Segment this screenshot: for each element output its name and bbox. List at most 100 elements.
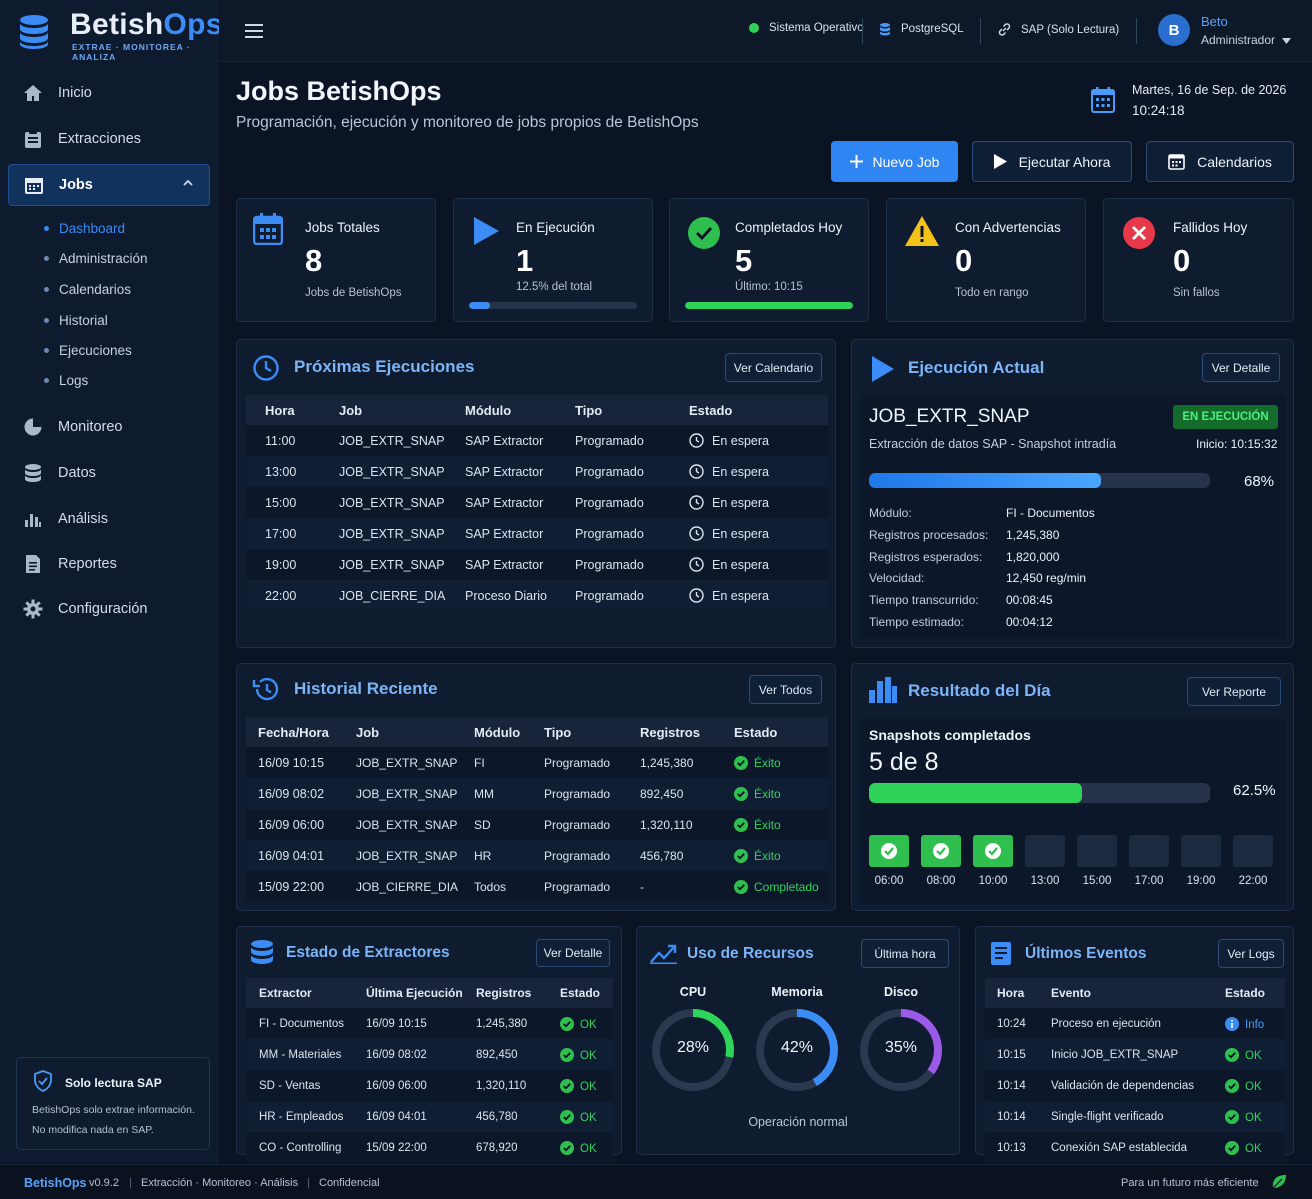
table-row[interactable]: 10:13 Conexión SAP establecida OK: [985, 1132, 1285, 1163]
table-row[interactable]: 16/09 10:15 JOB_EXTR_SNAP FI Programado …: [246, 747, 828, 778]
cell-job: JOB_EXTR_SNAP: [356, 809, 474, 840]
sidebar-item-analisis[interactable]: Análisis: [8, 498, 210, 540]
table-row[interactable]: 22:00 JOB_CIERRE_DIA Proceso Diario Prog…: [246, 580, 828, 611]
sidebar-sub-calendarios[interactable]: Calendarios: [44, 282, 131, 297]
list-icon: [991, 942, 1011, 965]
cell-module: HR: [474, 840, 544, 871]
table-row[interactable]: 15/09 22:00 JOB_CIERRE_DIA Todos Program…: [246, 871, 828, 902]
cell-status: OK: [560, 1070, 613, 1101]
table-row[interactable]: 13:00 JOB_EXTR_SNAP SAP Extractor Progra…: [246, 456, 828, 487]
sidebar-item-inicio[interactable]: Inicio: [8, 72, 210, 114]
table-row[interactable]: 10:15 Inicio JOB_EXTR_SNAP OK: [985, 1039, 1285, 1070]
menu-icon[interactable]: [245, 23, 263, 39]
sidebar-item-reportes[interactable]: Reportes: [8, 543, 210, 585]
run-now-button[interactable]: Ejecutar Ahora: [972, 141, 1132, 182]
cell-status: Éxito: [734, 840, 828, 871]
cell-extractor: FI - Documentos: [246, 1008, 366, 1039]
sidebar-item-datos[interactable]: Datos: [8, 452, 210, 494]
table-row[interactable]: 11:00 JOB_EXTR_SNAP SAP Extractor Progra…: [246, 425, 828, 456]
table-row[interactable]: SD - Ventas 16/09 06:00 1,320,110 OK: [246, 1070, 613, 1101]
user-role[interactable]: Administrador: [1201, 33, 1276, 47]
view-detail-button[interactable]: Ver Detalle: [536, 939, 610, 967]
cell-type: Programado: [544, 747, 640, 778]
table-row[interactable]: 15:00 JOB_EXTR_SNAP SAP Extractor Progra…: [246, 487, 828, 518]
avatar[interactable]: B: [1158, 14, 1190, 46]
table-row[interactable]: 17:00 JOB_EXTR_SNAP SAP Extractor Progra…: [246, 518, 828, 549]
view-calendar-button[interactable]: Ver Calendario: [725, 353, 822, 382]
cell-last-run: 16/09 04:01: [366, 1101, 476, 1132]
cell-status: Éxito: [734, 747, 828, 778]
new-job-button[interactable]: Nuevo Job: [831, 141, 958, 182]
stat-title: En Ejecución: [516, 220, 595, 235]
cell-status: OK: [1225, 1101, 1285, 1132]
table-row[interactable]: HR - Empleados 16/09 04:01 456,780 OK: [246, 1101, 613, 1132]
cell-event: Inicio JOB_EXTR_SNAP: [1051, 1039, 1225, 1070]
events-panel: Últimos Eventos Ver Logs Hora Evento Est…: [975, 926, 1294, 1163]
sidebar-sub-administracion[interactable]: Administración: [44, 251, 148, 266]
cell-type: Programado: [575, 456, 689, 487]
stat-card-total: Jobs Totales 8 Jobs de BetishOps: [236, 198, 436, 322]
sidebar-item-extracciones[interactable]: Extracciones: [8, 118, 210, 160]
completed-progress-bar: [685, 302, 853, 309]
footer: BetishOps v0.9.2 | Extracción · Monitore…: [0, 1164, 1312, 1199]
chevron-up-icon: [183, 178, 193, 188]
cell-module: SAP Extractor: [465, 487, 575, 518]
sidebar-item-configuracion[interactable]: Configuración: [8, 588, 210, 630]
readonly-text: BetishOps solo extrae información.: [32, 1104, 195, 1116]
sidebar-item-label: Extracciones: [58, 131, 142, 147]
detail-label: Tiempo transcurrido:: [869, 593, 979, 608]
view-report-button[interactable]: Ver Reporte: [1187, 677, 1281, 706]
cell-status: OK: [1225, 1070, 1285, 1101]
cell-records: 1,320,110: [640, 809, 734, 840]
table-row[interactable]: 19:00 JOB_EXTR_SNAP SAP Extractor Progra…: [246, 549, 828, 580]
readonly-title: Solo lectura SAP: [65, 1076, 162, 1090]
cell-extractor: SD - Ventas: [246, 1070, 366, 1101]
cell-module: Proceso Diario: [465, 580, 575, 611]
page-title: Jobs BetishOps: [236, 76, 442, 106]
cell-module: SAP Extractor: [465, 456, 575, 487]
table-row[interactable]: 10:14 Single-flight verificado OK: [985, 1101, 1285, 1132]
sidebar: BetishOps EXTRAE · MONITOREA · ANALIZA I…: [0, 0, 222, 1163]
table-row[interactable]: CO - Controlling 15/09 22:00 678,920 OK: [246, 1132, 613, 1163]
user-name[interactable]: Beto: [1201, 14, 1228, 29]
footer-motto: Para un futuro más eficiente: [1121, 1177, 1259, 1189]
current-progress-label: 68%: [1244, 473, 1275, 490]
detail-value: 12,450 reg/min: [1006, 571, 1087, 586]
sidebar-sub-ejecuciones[interactable]: Ejecuciones: [44, 343, 132, 358]
cell-type: Programado: [544, 840, 640, 871]
sidebar-sub-dashboard[interactable]: Dashboard: [44, 221, 125, 236]
result-progress-bar: [869, 783, 1210, 803]
home-icon: [22, 82, 44, 104]
sidebar-sub-logs[interactable]: Logs: [44, 373, 88, 388]
stat-value: 0: [1173, 243, 1191, 278]
table-row[interactable]: 10:24 Proceso en ejecución Info: [985, 1008, 1285, 1039]
sidebar-sub-historial[interactable]: Historial: [44, 313, 108, 328]
table-row[interactable]: 10:14 Validación de dependencias OK: [985, 1070, 1285, 1101]
leaf-icon: [1271, 1174, 1287, 1190]
calendar-icon: [1091, 87, 1115, 113]
slot-time: 17:00: [1134, 875, 1164, 887]
slot-pending: [1077, 835, 1117, 867]
app-logo[interactable]: BetishOps: [70, 8, 223, 41]
sidebar-item-monitoreo[interactable]: Monitoreo: [8, 406, 210, 448]
view-all-button[interactable]: Ver Todos: [749, 675, 822, 704]
last-hour-button[interactable]: Última hora: [861, 939, 949, 968]
table-row[interactable]: 16/09 06:00 JOB_EXTR_SNAP SD Programado …: [246, 809, 828, 840]
gear-icon: [22, 598, 44, 620]
sidebar-item-jobs[interactable]: Jobs: [8, 164, 210, 206]
table-row[interactable]: 16/09 04:01 JOB_EXTR_SNAP HR Programado …: [246, 840, 828, 871]
calendars-button[interactable]: Calendarios: [1146, 141, 1294, 182]
cell-records: 892,450: [476, 1039, 560, 1070]
chevron-down-icon[interactable]: [1282, 38, 1291, 44]
cell-status: En espera: [689, 456, 828, 487]
view-detail-button[interactable]: Ver Detalle: [1202, 353, 1280, 382]
cell-extractor: HR - Empleados: [246, 1101, 366, 1132]
view-logs-button[interactable]: Ver Logs: [1218, 939, 1284, 968]
table-row[interactable]: MM - Materiales 16/09 08:02 892,450 OK: [246, 1039, 613, 1070]
table-row[interactable]: 16/09 08:02 JOB_EXTR_SNAP MM Programado …: [246, 778, 828, 809]
detail-value: 1,245,380: [1006, 527, 1060, 542]
table-row[interactable]: FI - Documentos 16/09 10:15 1,245,380 OK: [246, 1008, 613, 1039]
clock-icon: [253, 355, 279, 381]
status-dot-icon: [749, 23, 759, 33]
cell-module: MM: [474, 778, 544, 809]
